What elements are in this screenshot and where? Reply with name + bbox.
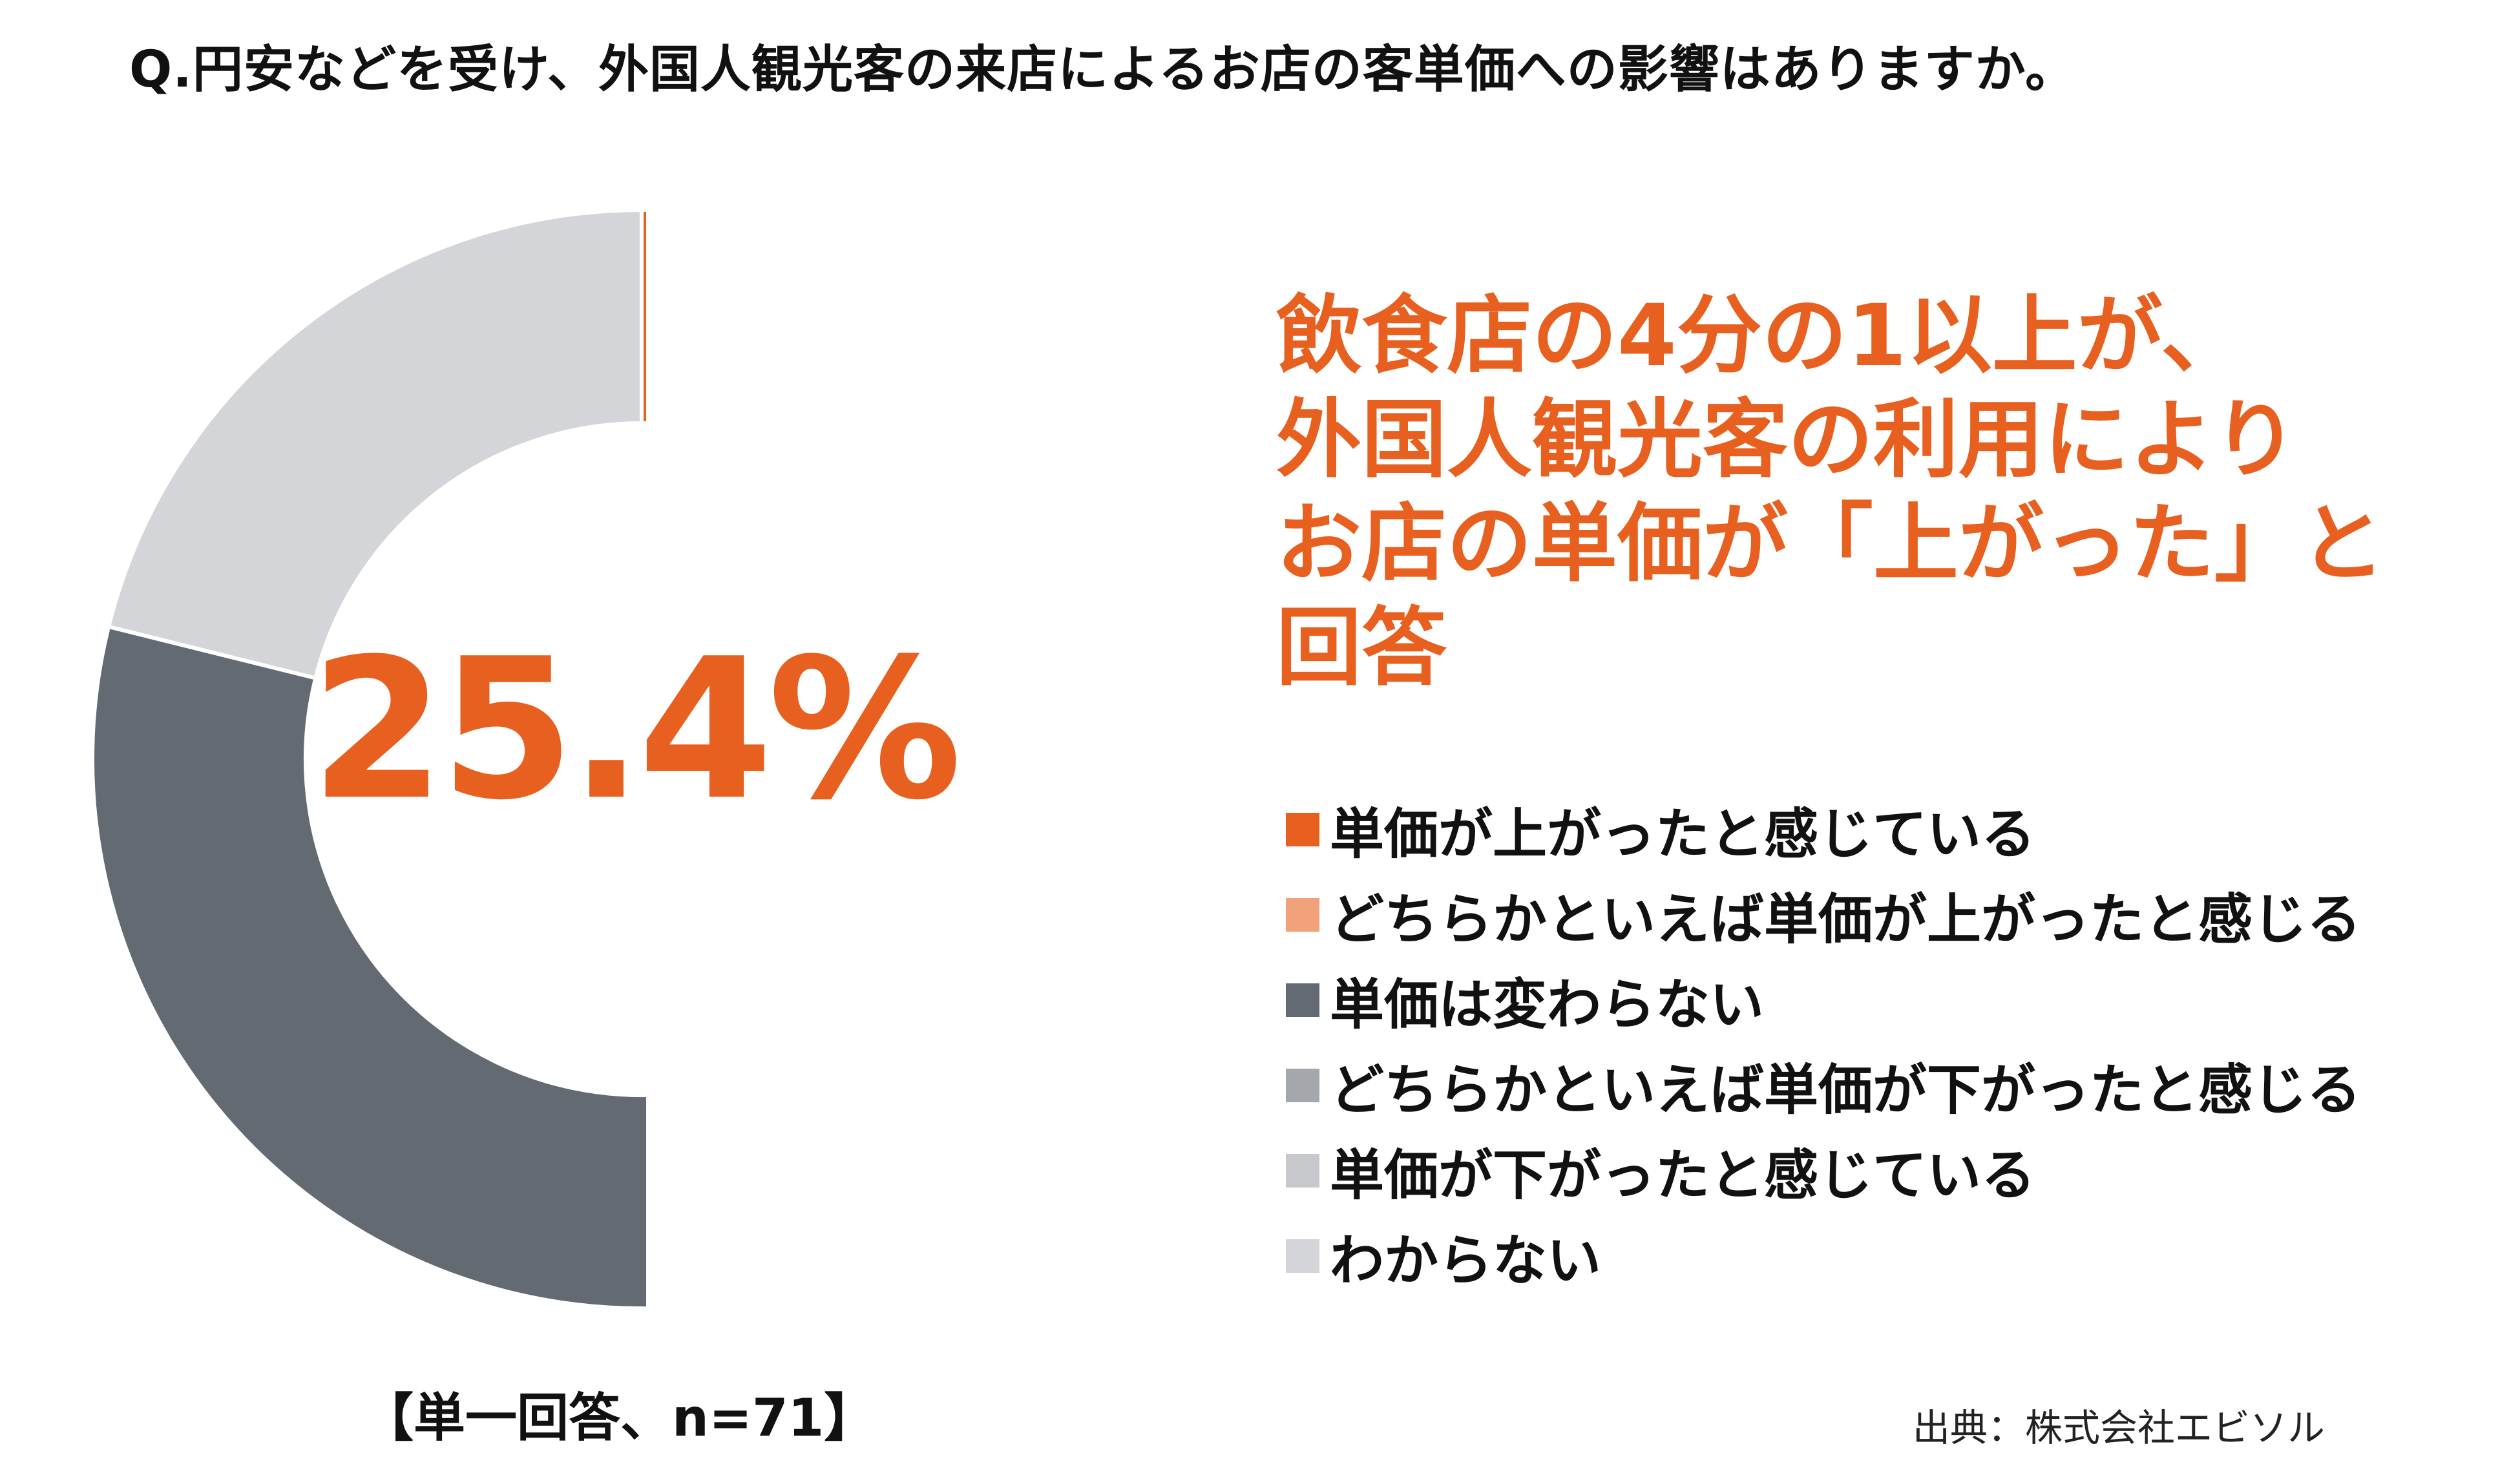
legend-label: わからない [1330,1228,1602,1292]
legend-label: 単価は変わらない [1330,972,1765,1036]
legend-item: どちらかといえば単価が上がったと感じる [1286,872,2501,958]
legend-swatch [1286,813,1319,846]
donut-chart [90,207,646,1310]
legend-swatch [1286,1154,1319,1188]
center-percentage: 25.4% [310,617,962,843]
question-title: Q.円安などを受け、外国人観光客の来店によるお店の客単価への影響はありますか。 [129,41,2077,99]
headline: 飲食店の4分の1以上が、 外国人観光客の利用により お店の単価が「上がった」と … [1276,284,2504,700]
donut-slices [90,207,646,1310]
headline-line: お店の単価が「上がった」と [1276,494,2385,594]
sample-note: 【単一回答、n=71】 [362,1388,876,1448]
legend-label: 単価が上がったと感じている [1330,802,2036,866]
headline-line: 外国人観光客の利用により [1276,390,2298,490]
legend-item: どちらかといえば単価が下がったと感じる [1286,1043,2501,1128]
headline-line: 回答 [1276,598,1447,698]
donut-slice [90,624,646,1310]
donut-slice [106,207,644,681]
legend-swatch [1286,1069,1319,1102]
legend-label: どちらかといえば単価が下がったと感じる [1330,1058,2362,1122]
legend-swatch [1286,983,1319,1017]
legend-item: 単価は変わらない [1286,958,2501,1043]
headline-line: 飲食店の4分の1以上が、 [1276,286,2247,386]
source-credit: 出典：株式会社エビソル [1913,1406,2326,1450]
legend-item: わからない [1286,1213,2501,1299]
legend: 単価が上がったと感じている どちらかといえば単価が上がったと感じる 単価は変わら… [1286,787,2501,1299]
legend-swatch [1286,898,1319,932]
legend-swatch [1286,1239,1319,1273]
legend-item: 単価が上がったと感じている [1286,787,2501,872]
legend-item: 単価が下がったと感じている [1286,1128,2501,1213]
legend-label: 単価が下がったと感じている [1330,1143,2036,1207]
legend-label: どちらかといえば単価が上がったと感じる [1330,887,2362,951]
